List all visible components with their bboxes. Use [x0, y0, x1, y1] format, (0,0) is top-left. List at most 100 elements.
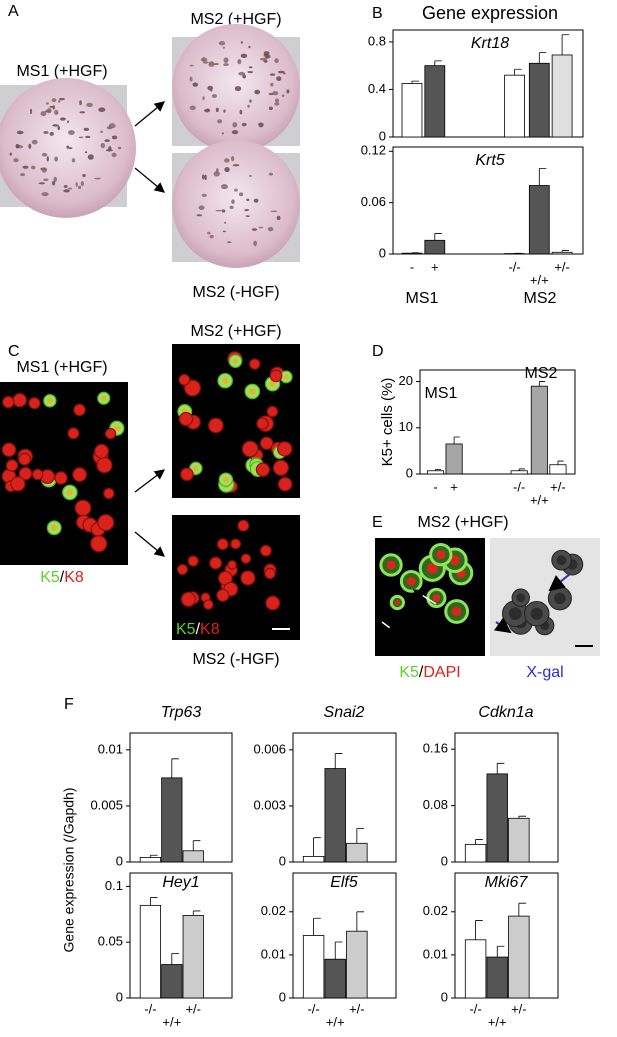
colony [49, 131, 54, 136]
colony [222, 46, 225, 49]
colony [238, 71, 246, 76]
colony [20, 173, 26, 177]
y-tick-label: 0.06 [361, 194, 386, 209]
colony [66, 145, 70, 149]
colony [31, 139, 38, 145]
colony [263, 51, 270, 55]
cell [104, 427, 117, 440]
nucleus [432, 594, 441, 602]
colony [68, 147, 73, 150]
cell [216, 588, 230, 602]
cell [249, 358, 261, 370]
bar [528, 185, 550, 255]
nucleus [451, 606, 462, 617]
cell [18, 452, 31, 466]
x-tick-label: +/- [554, 259, 570, 274]
y-tick-label: 0.16 [423, 741, 448, 756]
colony [77, 185, 82, 190]
panel-label: F [64, 696, 74, 713]
y-tick-label: 0.02 [423, 903, 448, 918]
y-tick-label: 0 [116, 989, 123, 1004]
group-label: MS2 [524, 290, 557, 307]
error-bar [475, 839, 483, 845]
bar [508, 915, 530, 999]
y-tick-label: 0 [379, 128, 386, 143]
error-bar [411, 80, 419, 84]
photo-label: MS1 (+HGF) [16, 63, 107, 80]
x-tick-label: + [431, 259, 439, 274]
colony [38, 182, 46, 185]
colony [270, 210, 278, 213]
nucleus [554, 592, 566, 605]
cell [10, 476, 26, 492]
error-bar [538, 168, 547, 186]
colony [98, 107, 106, 113]
stain-label: K5/DAPI [399, 664, 460, 681]
colony [222, 230, 226, 233]
colony [209, 61, 214, 65]
colony [217, 119, 223, 124]
y-tick-label: 0 [279, 989, 286, 1004]
bar [549, 464, 567, 475]
y-tick-label: 0.01 [98, 741, 123, 756]
nucleus [221, 377, 229, 385]
colony [202, 61, 209, 64]
nucleus [436, 550, 446, 560]
arrow [381, 621, 400, 635]
bar [424, 239, 446, 255]
colony [281, 94, 285, 97]
photo-label: MS2 (+HGF) [190, 11, 281, 28]
stain-label: K5/K8 [40, 569, 84, 586]
cell [31, 468, 44, 481]
arrow [493, 617, 512, 634]
bar [510, 470, 528, 475]
bar [324, 768, 346, 863]
cell [266, 405, 279, 418]
colony [286, 89, 290, 94]
colony [15, 143, 20, 149]
colony [13, 158, 19, 163]
cell [184, 379, 201, 397]
y-tick-label: 0 [441, 853, 448, 868]
panel-label: A [8, 3, 19, 20]
colony [67, 187, 73, 190]
y-axis-label: Gene expression (/Gapdh) [61, 788, 77, 953]
colony [227, 241, 232, 243]
x-tick-label: +/+ [488, 1014, 507, 1029]
colony [258, 226, 264, 229]
error-bar [356, 827, 365, 844]
chart-title: Snai2 [324, 704, 365, 721]
cells [1, 351, 293, 611]
colony [78, 136, 84, 139]
colony [270, 82, 274, 87]
nucleus [47, 398, 53, 404]
colony [100, 142, 106, 149]
x-tick-label: -/- [307, 1001, 319, 1016]
nucleus [283, 374, 289, 380]
photo-label: MS1 (+HGF) [16, 359, 107, 376]
bar [182, 850, 204, 863]
bar [139, 904, 161, 999]
colony [218, 41, 226, 46]
bar [302, 935, 325, 999]
plot-frame [392, 146, 584, 255]
colony [254, 89, 261, 95]
colony [244, 209, 250, 212]
error-bar [171, 758, 179, 778]
error-bar [434, 233, 442, 241]
x-tick-label: +/+ [530, 272, 549, 287]
cell [176, 563, 189, 576]
colony [245, 215, 250, 217]
panel-label: B [372, 5, 383, 22]
colony [239, 109, 243, 115]
colony [259, 57, 267, 61]
photo-label: MS2 (+HGF) [190, 323, 281, 340]
annotation: MS2 [525, 365, 558, 382]
colony [274, 58, 279, 64]
error-bar [518, 468, 525, 471]
colony [9, 152, 12, 156]
chart-title: Mki67 [485, 874, 529, 891]
colony [87, 154, 94, 160]
colony [215, 209, 222, 212]
error-bar [313, 837, 321, 857]
